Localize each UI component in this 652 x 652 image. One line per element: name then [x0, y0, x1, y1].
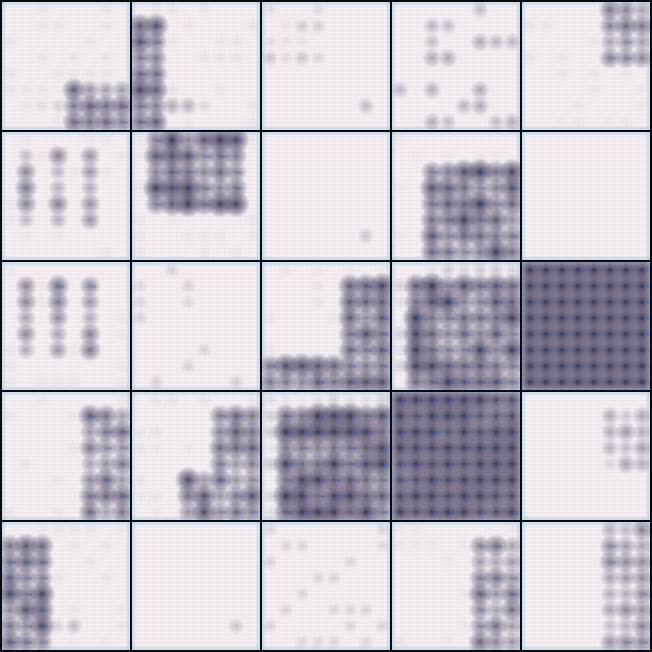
tile-image — [392, 392, 520, 520]
image-tile — [132, 262, 260, 390]
tile-image — [2, 522, 130, 650]
tile-image — [392, 132, 520, 260]
tile-image — [522, 2, 650, 130]
image-tile — [392, 132, 520, 260]
image-tile — [392, 262, 520, 390]
image-tile — [2, 392, 130, 520]
image-tile — [392, 392, 520, 520]
tile-image — [132, 262, 260, 390]
tile-image — [392, 2, 520, 130]
image-tile — [262, 262, 390, 390]
tile-image — [522, 522, 650, 650]
tile-image — [392, 262, 520, 390]
tile-image — [262, 132, 390, 260]
image-tile — [132, 522, 260, 650]
tile-image — [262, 392, 390, 520]
image-tile — [392, 2, 520, 130]
tile-image — [2, 132, 130, 260]
tile-image — [2, 392, 130, 520]
image-tile — [522, 522, 650, 650]
tile-image — [262, 262, 390, 390]
tile-image — [522, 262, 650, 390]
image-tile — [2, 522, 130, 650]
tile-image — [2, 262, 130, 390]
image-tile — [522, 392, 650, 520]
image-tile — [262, 522, 390, 650]
tile-image — [132, 522, 260, 650]
image-tile — [2, 2, 130, 130]
image-tile — [522, 132, 650, 260]
image-tile — [132, 392, 260, 520]
image-tile — [522, 262, 650, 390]
tile-image — [2, 2, 130, 130]
image-tile — [2, 132, 130, 260]
tile-image — [262, 2, 390, 130]
image-tile — [2, 262, 130, 390]
image-tile — [132, 132, 260, 260]
tile-image — [522, 132, 650, 260]
tile-image — [132, 132, 260, 260]
image-tile — [262, 2, 390, 130]
tile-image — [132, 2, 260, 130]
tile-image — [132, 392, 260, 520]
image-tile — [392, 522, 520, 650]
tile-image — [262, 522, 390, 650]
image-tile — [262, 132, 390, 260]
tile-image — [522, 392, 650, 520]
image-tile — [132, 2, 260, 130]
image-tile — [522, 2, 650, 130]
image-tile — [262, 392, 390, 520]
tile-image — [392, 522, 520, 650]
